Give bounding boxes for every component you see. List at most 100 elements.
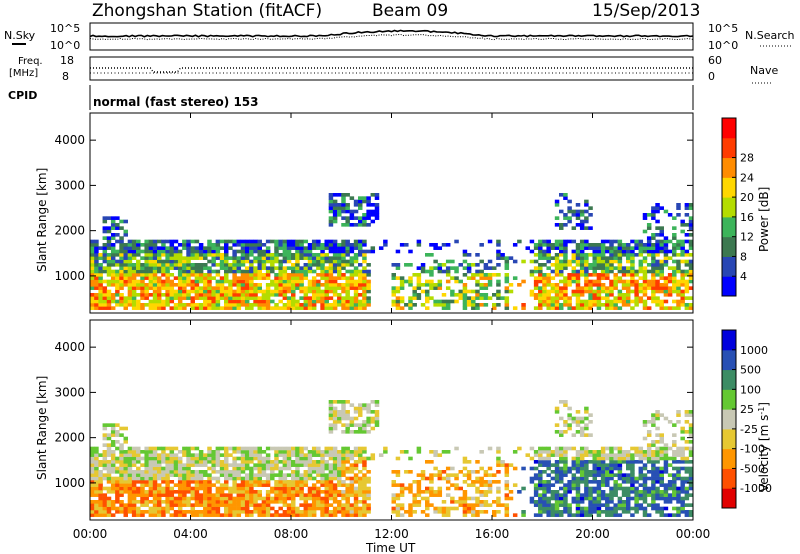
heatmap-cell (613, 273, 618, 277)
heatmap-cell (617, 243, 623, 247)
heatmap-cell (462, 303, 468, 307)
heatmap-cell (533, 460, 539, 464)
heatmap-cell (299, 473, 304, 477)
velocity-colorbar-label-text: Velocity [m s (757, 415, 771, 492)
heatmap-cell (261, 450, 267, 454)
heatmap-cell (458, 503, 463, 507)
heatmap-cell (588, 213, 593, 217)
heatmap-cell (265, 513, 271, 517)
heatmap-cell (496, 470, 501, 474)
heatmap-cell (261, 249, 267, 254)
heatmap-cell (102, 460, 108, 464)
heatmap-cell (358, 490, 363, 494)
heatmap-cell (123, 246, 128, 250)
heatmap-cell (115, 276, 120, 280)
heatmap-cell (575, 450, 581, 454)
heatmap-cell (496, 273, 501, 277)
heatmap-cell (295, 279, 300, 284)
heatmap-cell (358, 306, 363, 310)
heatmap-cell (127, 299, 133, 304)
heatmap-cell (688, 259, 694, 264)
heatmap-cell (362, 293, 367, 297)
heatmap-cell (219, 253, 225, 257)
heatmap-cell (445, 279, 451, 284)
heatmap-cell (680, 296, 685, 300)
heatmap-cell (676, 513, 681, 517)
heatmap-cell (529, 293, 535, 297)
heatmap-cell (483, 473, 489, 477)
heatmap-cell (224, 463, 229, 467)
heatmap-cell (337, 416, 342, 421)
heatmap-cell (332, 243, 338, 247)
heatmap-cell (198, 293, 204, 297)
heatmap-cell (605, 303, 610, 307)
colorbar-tick-label: 25 (740, 403, 754, 416)
heatmap-cell (190, 269, 195, 274)
heatmap-cell (98, 453, 103, 457)
heatmap-cell (194, 296, 200, 300)
heatmap-cell (249, 296, 254, 300)
heatmap-cell (605, 480, 610, 484)
heatmap-cell (165, 500, 170, 504)
heatmap-cell (563, 510, 568, 514)
heatmap-cell (680, 500, 685, 504)
heatmap-cell (265, 266, 271, 270)
heatmap-cell (349, 279, 355, 284)
heatmap-cell (311, 503, 317, 507)
heatmap-cell (244, 486, 250, 491)
heatmap-cell (559, 226, 564, 230)
heatmap-cell (563, 279, 568, 284)
heatmap-cell (684, 259, 690, 264)
heatmap-cell (437, 269, 443, 274)
heatmap-cell (119, 246, 124, 250)
heatmap-cell (667, 496, 673, 501)
heatmap-cell (483, 293, 489, 297)
heatmap-cell (688, 426, 694, 431)
heatmap-cell (550, 243, 556, 247)
heatmap-cell (286, 253, 292, 257)
heatmap-cell (538, 266, 543, 270)
heatmap-cell (433, 453, 438, 457)
heatmap-cell (265, 453, 271, 457)
heatmap-cell (182, 476, 187, 481)
heatmap-cell (295, 510, 300, 514)
heatmap-cell (600, 269, 606, 274)
heatmap-cell (429, 473, 434, 477)
heatmap-cell (148, 510, 154, 514)
heatmap-cell (295, 266, 300, 270)
heatmap-cell (659, 453, 664, 457)
heatmap-cell (626, 279, 631, 284)
heatmap-cell (286, 273, 292, 277)
heatmap-cell (190, 490, 195, 494)
heatmap-cell (102, 249, 108, 254)
heatmap-cell (274, 490, 279, 494)
heatmap-cell (291, 476, 296, 481)
heatmap-cell (638, 453, 644, 457)
heatmap-cell (554, 510, 560, 514)
heatmap-cell (479, 276, 484, 280)
heatmap-cell (487, 473, 493, 477)
heatmap-cell (471, 496, 476, 501)
heatmap-cell (550, 463, 556, 467)
heatmap-cell (274, 286, 279, 290)
heatmap-cell (533, 246, 539, 250)
heatmap-cell (567, 219, 572, 224)
heatmap-cell (291, 256, 296, 260)
heatmap-cell (316, 486, 321, 491)
heatmap-cell (102, 456, 108, 461)
heatmap-cell (102, 506, 108, 511)
heatmap-cell (349, 503, 355, 507)
heatmap-cell (579, 450, 585, 454)
heatmap-cell (228, 289, 233, 294)
heatmap-cell (307, 466, 313, 471)
heatmap-cell (328, 490, 334, 494)
heatmap-cell (366, 470, 371, 474)
heatmap-cell (337, 259, 342, 264)
heatmap-cell (533, 513, 539, 517)
heatmap-cell (278, 493, 283, 497)
heatmap-cell (630, 453, 635, 457)
heatmap-cell (349, 450, 355, 454)
heatmap-cell (366, 480, 371, 484)
heatmap-cell (106, 239, 112, 244)
